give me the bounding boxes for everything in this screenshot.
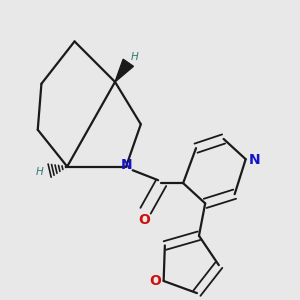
Text: N: N: [249, 153, 260, 166]
Polygon shape: [115, 59, 134, 82]
Text: N: N: [120, 158, 132, 172]
Text: H: H: [130, 52, 138, 62]
Text: O: O: [150, 274, 161, 288]
Text: H: H: [36, 167, 43, 178]
Text: O: O: [138, 213, 150, 227]
